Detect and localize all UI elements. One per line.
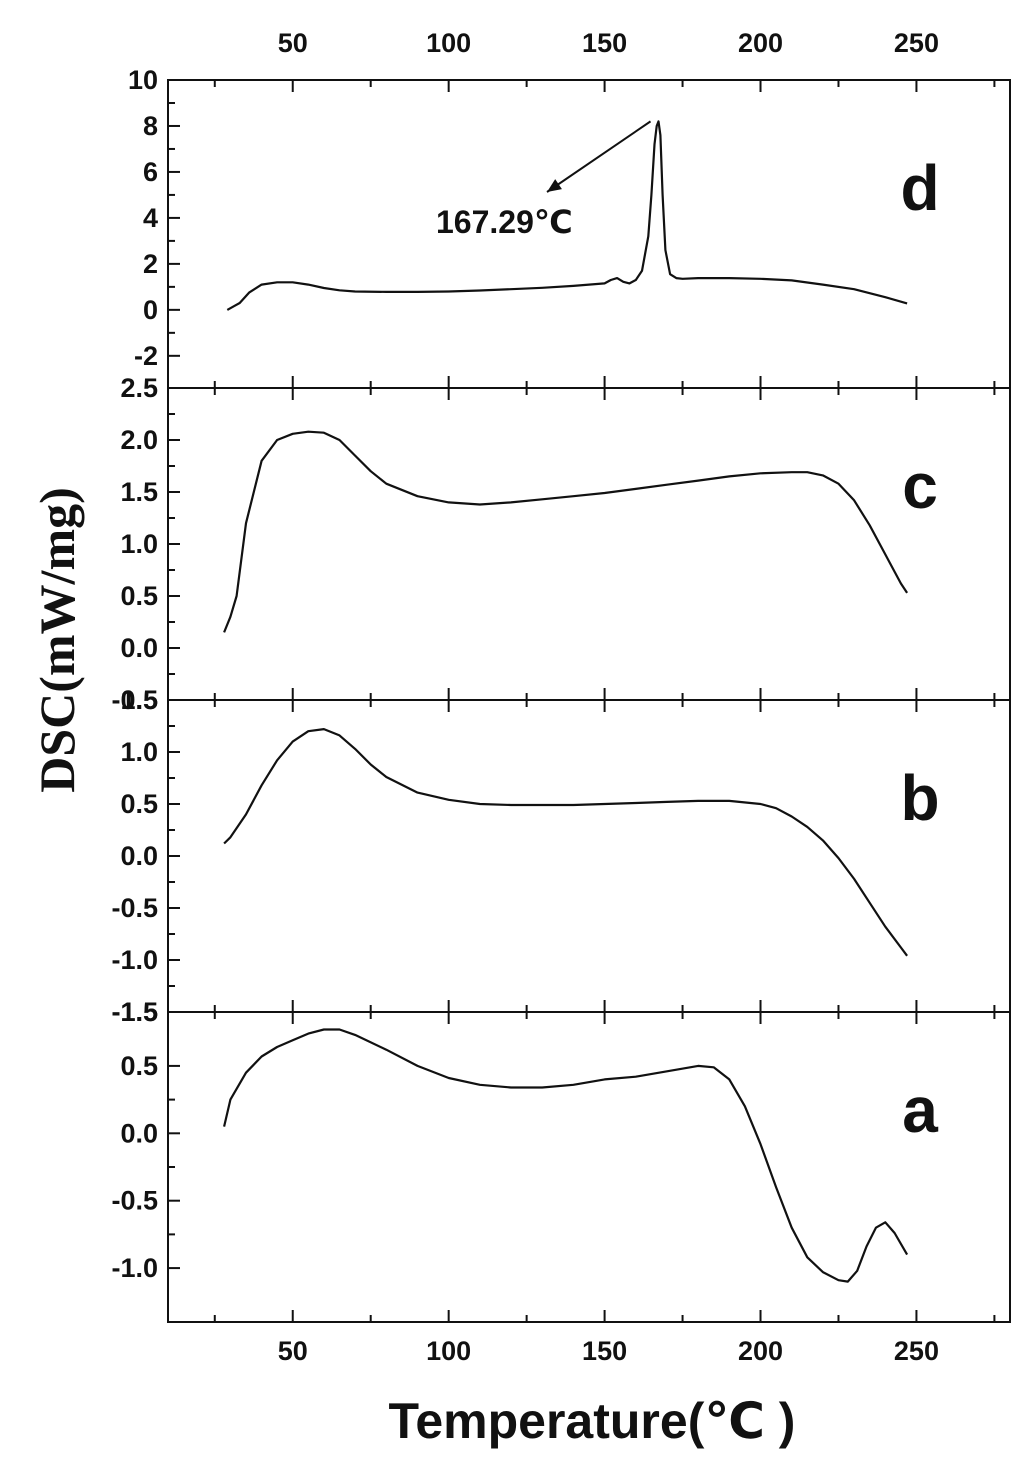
bottom-x-tick-label: 100 bbox=[426, 1336, 471, 1366]
y-tick-label: -1.0 bbox=[111, 945, 158, 975]
y-tick-label: -0.5 bbox=[111, 1186, 158, 1216]
panel-frame bbox=[167, 387, 1011, 701]
panel-letter-a: a bbox=[902, 1074, 938, 1146]
panel-letter-c: c bbox=[902, 450, 938, 522]
y-axis-title: DSC(mW/mg) bbox=[29, 487, 85, 793]
x-axis-title: Temperature(℃ ) bbox=[389, 1393, 796, 1449]
y-tick-label: 10 bbox=[128, 65, 158, 95]
y-tick-label: 2.5 bbox=[120, 373, 158, 403]
top-x-tick-label: 50 bbox=[278, 28, 308, 58]
dsc-curve-c bbox=[223, 430, 909, 633]
y-tick-label: 1.0 bbox=[120, 529, 158, 559]
y-tick-label: 1.5 bbox=[120, 477, 158, 507]
y-tick-label: -1.5 bbox=[111, 997, 158, 1027]
y-tick-label: 0.5 bbox=[120, 789, 158, 819]
y-tick-label: 0.0 bbox=[120, 633, 158, 663]
y-tick-label: 0.0 bbox=[120, 841, 158, 871]
peak-annotation: 167.29℃ bbox=[436, 204, 573, 240]
y-tick-label: 1.0 bbox=[120, 737, 158, 767]
panels: -2 0 2 4 6 8 10 d 167.29℃ -0.5 0.0 0.5 1.0 1.5 2.0 2.5 c… bbox=[111, 65, 1011, 1323]
top-x-tick-label: 150 bbox=[582, 28, 627, 58]
panel-letter-d: d bbox=[900, 152, 939, 224]
panel-b: -1.5 -1.0 -0.5 0.0 0.5 1.0 1.5 b bbox=[111, 685, 1011, 1027]
dsc-curve-d bbox=[226, 120, 908, 311]
panel-d: -2 0 2 4 6 8 10 d 167.29℃ bbox=[128, 65, 1011, 389]
bottom-x-tick-labels: 50 100 150 200 250 bbox=[278, 1336, 939, 1366]
y-tick-label: -1.0 bbox=[111, 1253, 158, 1283]
bottom-x-tick-label: 50 bbox=[278, 1336, 308, 1366]
dsc-curve-a bbox=[223, 1028, 909, 1283]
annotation-arrow-line bbox=[546, 120, 652, 193]
y-tick-label: 4 bbox=[143, 203, 158, 233]
y-tick-label: 1.5 bbox=[120, 685, 158, 715]
y-tick-label: -1.5 bbox=[111, 997, 158, 1027]
y-tick-label: 0.5 bbox=[120, 1051, 158, 1081]
top-x-tick-label: 250 bbox=[894, 28, 939, 58]
y-tick-label: -0.5 bbox=[111, 685, 158, 715]
top-x-tick-label: 100 bbox=[426, 28, 471, 58]
panel-frame bbox=[167, 699, 1011, 1013]
y-tick-label: 0.5 bbox=[120, 581, 158, 611]
y-tick-label: 8 bbox=[143, 111, 158, 141]
y-tick-label: 0.0 bbox=[120, 1118, 158, 1148]
panel-letter-b: b bbox=[900, 762, 939, 834]
panel-c: -0.5 0.0 0.5 1.0 1.5 2.0 2.5 c bbox=[111, 373, 1011, 715]
y-tick-label: 2 bbox=[143, 249, 158, 279]
y-tick-label: 2.0 bbox=[120, 425, 158, 455]
y-tick-label: -0.5 bbox=[111, 893, 158, 923]
dsc-curve-b bbox=[223, 728, 908, 957]
y-tick-label: 6 bbox=[143, 157, 158, 187]
bottom-x-tick-label: 250 bbox=[894, 1336, 939, 1366]
top-x-tick-labels: 50 100 150 200 250 bbox=[278, 28, 939, 58]
y-tick-label: -2 bbox=[134, 341, 158, 371]
top-x-tick-label: 200 bbox=[738, 28, 783, 58]
annotation-arrow-head bbox=[547, 179, 562, 192]
y-tick-label: 0 bbox=[143, 295, 158, 325]
bottom-x-tick-label: 200 bbox=[738, 1336, 783, 1366]
panel-frame bbox=[167, 79, 1011, 389]
panel-a: -1.0 -0.5 0.0 0.5 -1.5 a bbox=[111, 997, 1011, 1323]
panel-frame bbox=[167, 1011, 1011, 1323]
bottom-x-tick-label: 150 bbox=[582, 1336, 627, 1366]
